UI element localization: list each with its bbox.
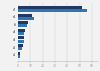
Bar — [18, 32, 24, 35]
Bar — [18, 6, 82, 9]
Bar — [18, 14, 32, 17]
Bar — [18, 24, 27, 27]
Bar — [18, 29, 25, 32]
Bar — [18, 21, 28, 24]
Bar — [18, 47, 22, 50]
Bar — [18, 40, 24, 43]
Bar — [18, 52, 20, 55]
Bar — [18, 44, 23, 47]
Bar — [18, 36, 24, 39]
Bar — [18, 55, 20, 58]
Bar — [18, 9, 87, 12]
Bar — [18, 17, 34, 20]
